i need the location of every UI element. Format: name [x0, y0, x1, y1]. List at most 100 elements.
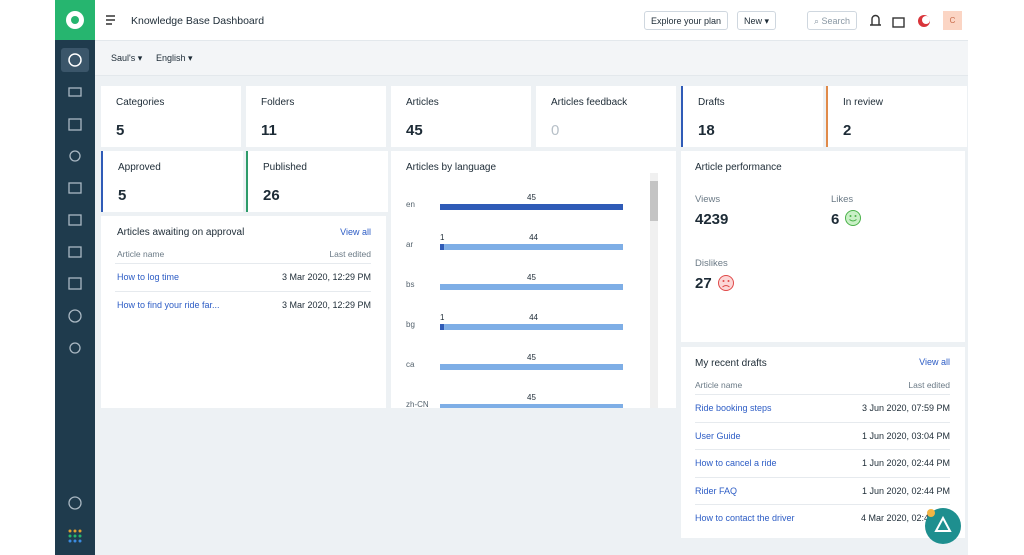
language-card: Articles by language en 45 ar 1 44 bs 45 bg 1 44 c…: [391, 151, 676, 408]
sidebar: [55, 0, 95, 555]
top-icons[interactable]: [867, 12, 937, 30]
explore-button[interactable]: Explore your plan: [644, 11, 729, 30]
stat-card: Articles 45: [391, 86, 531, 147]
filter-label: Saul's: [111, 53, 136, 63]
menu-icon[interactable]: [105, 14, 117, 26]
stat-label: Categories: [116, 97, 165, 108]
stat-label: In review: [843, 97, 884, 108]
bar-value: 45: [527, 393, 536, 402]
row-divider: [695, 449, 950, 450]
stat-card: Articles feedback 0: [536, 86, 676, 147]
stat-value: 5: [116, 122, 125, 139]
happy-icon: [845, 210, 861, 226]
row-link[interactable]: Ride booking steps: [695, 403, 772, 413]
language-label: en: [406, 200, 415, 209]
language-label: ar: [406, 240, 413, 249]
language-label: zh-CN: [406, 400, 429, 408]
stat-value: 5: [118, 187, 127, 204]
stat-label: Articles feedback: [551, 97, 628, 108]
avatar[interactable]: C: [943, 11, 962, 30]
metric-label: Likes: [831, 194, 854, 205]
sad-icon: [718, 275, 734, 291]
stat-card: Approved 5: [101, 151, 243, 212]
bar: [444, 324, 623, 330]
metric-value: 6: [831, 211, 840, 228]
stat-label: Approved: [118, 162, 161, 173]
row-link[interactable]: User Guide: [695, 430, 741, 441]
card-title: My recent drafts: [695, 358, 767, 369]
row-link[interactable]: How to contact the driver: [695, 513, 795, 523]
language-label: ca: [406, 360, 415, 369]
stat-value: 0: [551, 122, 560, 139]
stat-card: Published 26: [246, 151, 388, 212]
stat-value: 2: [843, 122, 852, 139]
bar-value: 45: [527, 193, 536, 202]
new-label: New: [744, 16, 763, 26]
awaiting-card: Articles awaiting on approval View all A…: [101, 216, 386, 408]
stat-label: Published: [263, 162, 307, 173]
scrollbar[interactable]: [650, 173, 658, 408]
view-all[interactable]: View all: [919, 357, 950, 367]
card-title: Articles by language: [406, 162, 497, 173]
filter-label: English: [156, 53, 186, 63]
row-link[interactable]: How to log time: [117, 272, 180, 282]
column-header: Article name: [117, 249, 165, 259]
stat-label: Folders: [261, 97, 295, 108]
row-link[interactable]: Rider FAQ: [695, 485, 738, 496]
stat-value: 11: [261, 122, 277, 139]
row-date: 1 Jun 2020, 02:44 PM: [861, 458, 950, 468]
stat-card: Drafts 18: [681, 86, 823, 147]
row-date: 4 Mar 2020, 02:44 PM: [860, 513, 950, 523]
row-date: 3 Mar 2020, 12:29 PM: [281, 300, 371, 310]
logo[interactable]: [55, 0, 95, 40]
bar-value: 45: [527, 273, 536, 282]
stat-card: Categories 5: [101, 86, 241, 147]
row-date: 3 Mar 2020, 12:29 PM: [281, 272, 371, 282]
row-divider: [695, 504, 950, 505]
bar: [440, 364, 623, 370]
language-chart: en 45 ar 1 44 bs 45 bg 1 44 ca 45 zh-CN 45: [406, 193, 623, 408]
row-link[interactable]: How to find your ride far...: [117, 300, 220, 310]
language-filter[interactable]: English ▾: [156, 53, 193, 63]
bar-value: 1: [440, 233, 445, 242]
row-date: 1 Jun 2020, 02:44 PM: [861, 485, 950, 496]
language-label: bs: [406, 280, 414, 289]
bar: [440, 404, 623, 408]
bar-value: 44: [529, 313, 538, 322]
bar-value: 45: [527, 353, 536, 362]
bar: [440, 204, 623, 210]
row-date: 1 Jun 2020, 03:04 PM: [861, 430, 950, 441]
new-button[interactable]: New ▾: [737, 11, 777, 30]
page-title: Knowledge Base Dashboard: [131, 15, 265, 27]
metric-value: 27: [695, 275, 712, 292]
search-label: Search: [821, 16, 851, 26]
bar: [444, 244, 623, 250]
stat-value: 45: [406, 122, 423, 139]
language-label: bg: [406, 320, 415, 329]
drafts-card: My recent drafts View all Article name L…: [681, 347, 965, 538]
metric-label: Dislikes: [695, 258, 728, 269]
bar: [440, 284, 623, 290]
row-date: 3 Jun 2020, 07:59 PM: [861, 403, 950, 413]
bar: [440, 324, 445, 330]
performance-card: Article performance Views 4239 Likes 6 D…: [681, 151, 965, 342]
stat-label: Articles: [406, 97, 439, 108]
stat-label: Drafts: [698, 97, 725, 108]
column-header: Last edited: [329, 249, 371, 259]
row-link[interactable]: How to cancel a ride: [695, 458, 777, 468]
filter-bar: Saul's ▾ English ▾: [95, 41, 968, 76]
metric-label: Views: [695, 194, 721, 205]
bar-value: 44: [529, 233, 538, 242]
nav-icons[interactable]: [55, 40, 95, 555]
card-title: Article performance: [695, 162, 782, 173]
row-divider: [115, 291, 371, 292]
column-header: Last edited: [908, 380, 950, 390]
help-button[interactable]: [925, 508, 961, 544]
row-divider: [695, 394, 950, 395]
stat-card: In review 2: [826, 86, 967, 147]
view-all[interactable]: View all: [340, 227, 371, 237]
search-box[interactable]: ⌕ Search: [807, 11, 858, 30]
workspace-filter[interactable]: Saul's ▾: [111, 53, 143, 63]
bar: [440, 244, 445, 250]
